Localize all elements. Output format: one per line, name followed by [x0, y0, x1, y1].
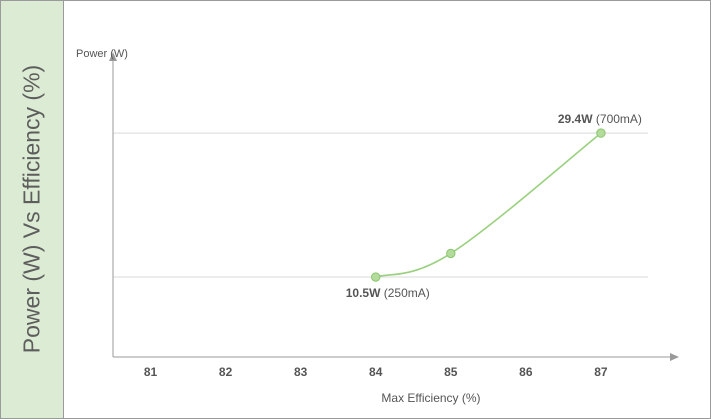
annotation-current: (250mA) [380, 286, 429, 300]
data-point [446, 248, 456, 259]
x-tick-label: 86 [519, 365, 533, 379]
y-axis-arrow-icon [109, 52, 117, 61]
point-annotation: 10.5W (250mA) [346, 286, 430, 300]
x-tick-label: 87 [594, 365, 608, 379]
side-panel: Power (W) Vs Efficiency (%) [1, 1, 64, 418]
x-tick-label: 82 [219, 365, 233, 379]
x-tick-label: 84 [369, 365, 383, 379]
data-point [596, 128, 606, 138]
series-line [375, 132, 602, 278]
data-points [371, 128, 606, 282]
x-tick-label: 81 [144, 365, 158, 379]
annotation-current: (700mA) [593, 112, 642, 126]
x-tick-label: 83 [294, 365, 308, 379]
y-axis-label: Power (W) [76, 48, 128, 60]
point-annotation: 29.4W (700mA) [558, 112, 642, 126]
x-tick-labels: 81 82 83 84 85 86 87 [144, 365, 608, 379]
x-axis-label: Max Efficiency (%) [381, 391, 480, 405]
x-tick-label: 85 [444, 365, 458, 379]
gridlines [113, 132, 648, 278]
annotations: 10.5W (250mA) 29.4W (700mA) [346, 112, 642, 300]
annotation-power: 29.4W [558, 112, 593, 126]
data-point [371, 272, 381, 282]
axes [109, 52, 679, 361]
annotation-power: 10.5W [346, 286, 381, 300]
x-axis-arrow-icon [670, 353, 679, 361]
